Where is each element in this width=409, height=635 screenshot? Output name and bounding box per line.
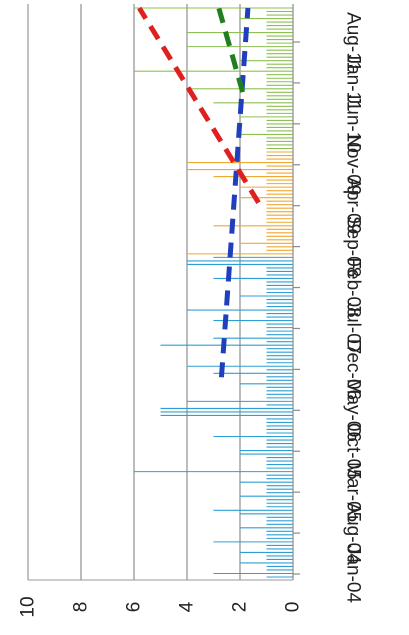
y-tick-label-1: 2 <box>230 602 251 613</box>
trendline-2 <box>216 7 246 93</box>
y-tick-label-2: 4 <box>177 601 198 612</box>
x-tick-label-4: May-06 <box>343 379 364 442</box>
grid-layer <box>27 4 241 580</box>
x-tick-label-1: Aug-04 <box>343 502 364 564</box>
x-tick-label-6: Jul-07 <box>343 303 364 355</box>
x-tick-label-5: Dec-06 <box>343 339 364 400</box>
x-tick-label-13: Aug-11 <box>343 12 364 72</box>
label-layer: 0 2 4 6 8 10 Jan-04Aug-04Mar-05Oct-05May-06Dec… <box>18 12 364 618</box>
y-tick-label-4: 8 <box>71 602 92 613</box>
x-tick-label-7: Feb-08 <box>343 257 364 317</box>
y-tick-label-5: 10 <box>18 596 39 617</box>
x-tick-label-11: Jun-10 <box>343 95 364 153</box>
trend-layer <box>137 6 261 378</box>
axis-tick-layer <box>293 41 300 575</box>
x-tick-label-12: Jan-11 <box>343 55 364 112</box>
x-tick-label-10: Nov-09 <box>343 134 364 195</box>
x-tick-label-8: Sep-08 <box>343 216 364 277</box>
trendline-0 <box>218 7 251 378</box>
x-tick-label-2: Mar-05 <box>343 462 364 522</box>
x-tick-label-9: Apr-09 <box>343 177 364 234</box>
trendline-1 <box>137 6 261 205</box>
y-tick-label-0: 0 <box>283 602 304 613</box>
x-tick-label-3: Oct-05 <box>343 423 364 480</box>
x-tick-label-0: Jan-04 <box>343 545 364 604</box>
y-tick-label-3: 6 <box>124 602 145 613</box>
bars-layer <box>134 7 293 578</box>
